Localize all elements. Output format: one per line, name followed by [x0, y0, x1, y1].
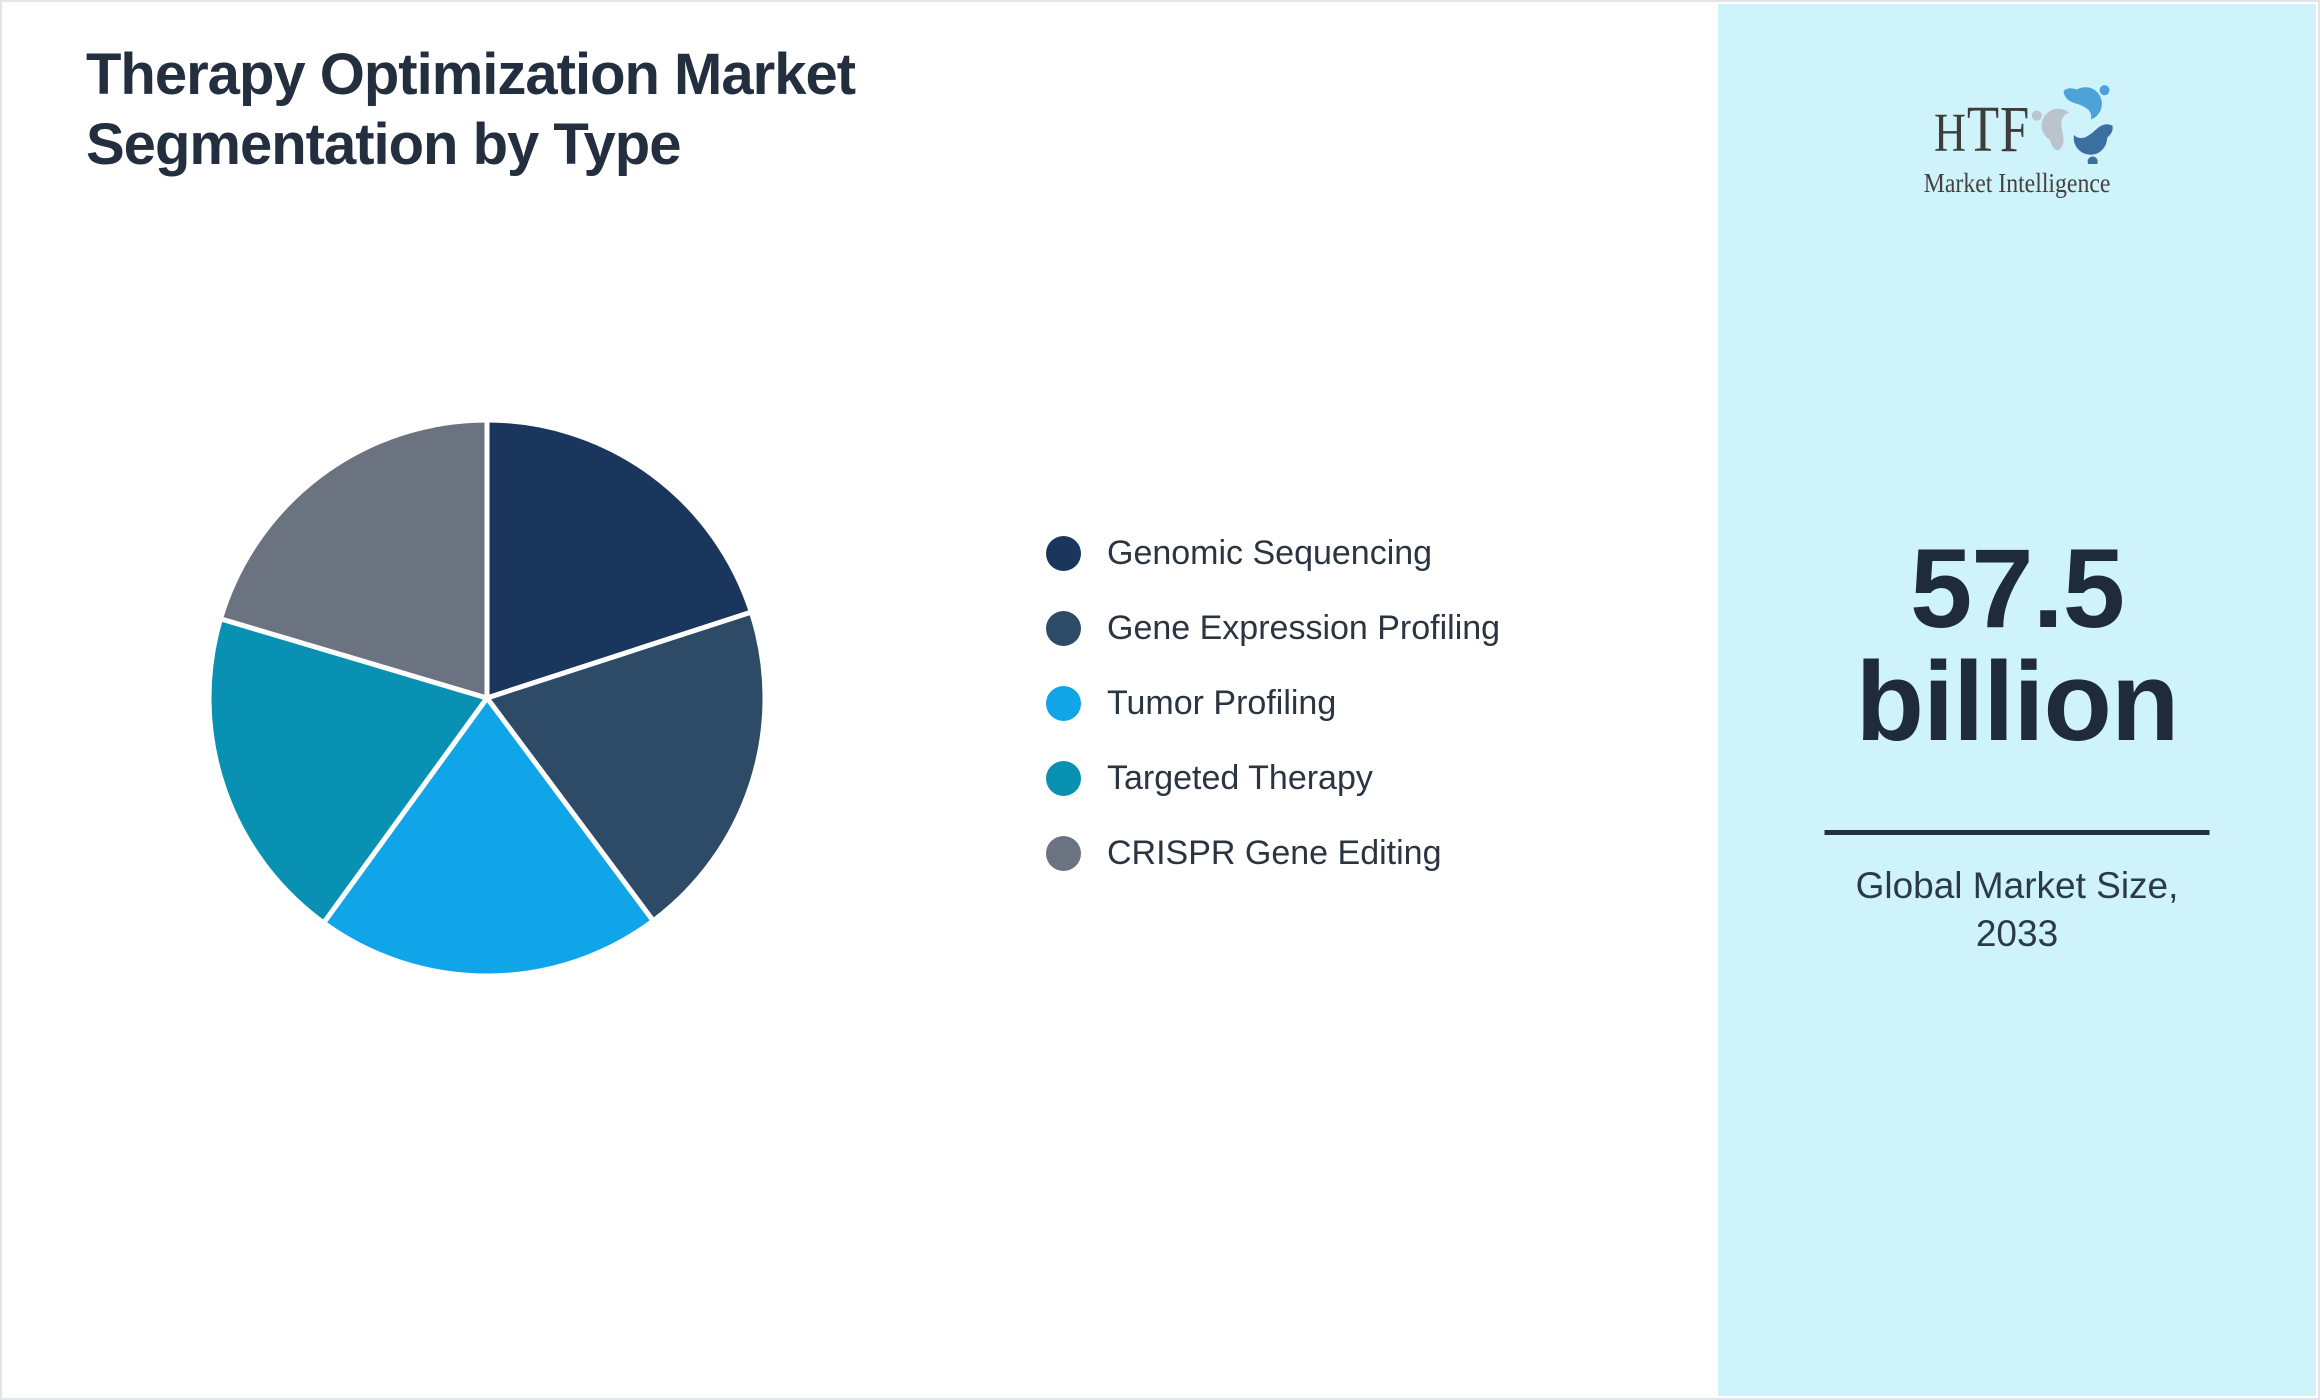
pie-slice-tumor-profiling: [321, 695, 656, 979]
caption-line2: 2033: [1975, 913, 2059, 954]
caption-line1: Global Market Size,: [1855, 865, 2179, 906]
divider: [1824, 830, 2210, 835]
legend-label: CRISPR Gene Editing: [1107, 834, 1442, 872]
logo-tagline: Market Intelligence: [1923, 168, 2111, 198]
logo-brand-h: H: [1933, 102, 1967, 163]
market-size-unit: billion: [1855, 639, 2180, 764]
legend-label: Genomic Sequencing: [1107, 534, 1433, 572]
pie-slice-crispr-gene-editing: [218, 417, 490, 701]
legend-item: CRISPR Gene Editing: [1046, 816, 1500, 891]
market-size-value: 57.5 billion: [1718, 532, 2316, 758]
logo-brand-text: HTF: [1934, 97, 2030, 166]
sidebar: HTF Market Intelligence: [1718, 4, 2316, 1396]
legend-item: Tumor Profiling: [1046, 666, 1500, 741]
legend-item: Gene Expression Profiling: [1046, 591, 1500, 666]
market-size-caption: Global Market Size, 2033: [1718, 862, 2316, 958]
legend-label: Tumor Profiling: [1107, 684, 1337, 722]
pie-slice-targeted-therapy: [206, 616, 490, 926]
legend-label: Targeted Therapy: [1107, 759, 1373, 797]
legend-swatch-icon: [1046, 836, 1081, 871]
legend-swatch-icon: [1046, 611, 1081, 646]
pie-chart: [206, 417, 768, 979]
legend-swatch-icon: [1046, 686, 1081, 721]
legend-swatch-icon: [1046, 536, 1081, 571]
htf-logo: HTF Market Intelligence: [1718, 78, 2316, 199]
page-title-line1: Therapy Optimization Market: [86, 42, 856, 107]
logo-swirl-icon: [2032, 85, 2113, 164]
legend-swatch-icon: [1046, 761, 1081, 796]
pie-slice-genomic-sequencing: [484, 417, 754, 701]
legend-label: Gene Expression Profiling: [1107, 609, 1501, 647]
legend: Genomic Sequencing Gene Expression Profil…: [1046, 516, 1500, 891]
page-title-line2: Segmentation by Type: [86, 112, 681, 177]
page-title: Therapy Optimization Market Segmentation…: [86, 40, 856, 180]
logo-row: HTF: [1910, 78, 2124, 166]
market-size-number: 57.5: [1910, 526, 2125, 651]
legend-item: Genomic Sequencing: [1046, 516, 1500, 591]
legend-item: Targeted Therapy: [1046, 741, 1500, 816]
pie-slice-gene-expression-profiling: [484, 609, 768, 924]
logo-brand-tf: TF: [1966, 93, 2031, 166]
